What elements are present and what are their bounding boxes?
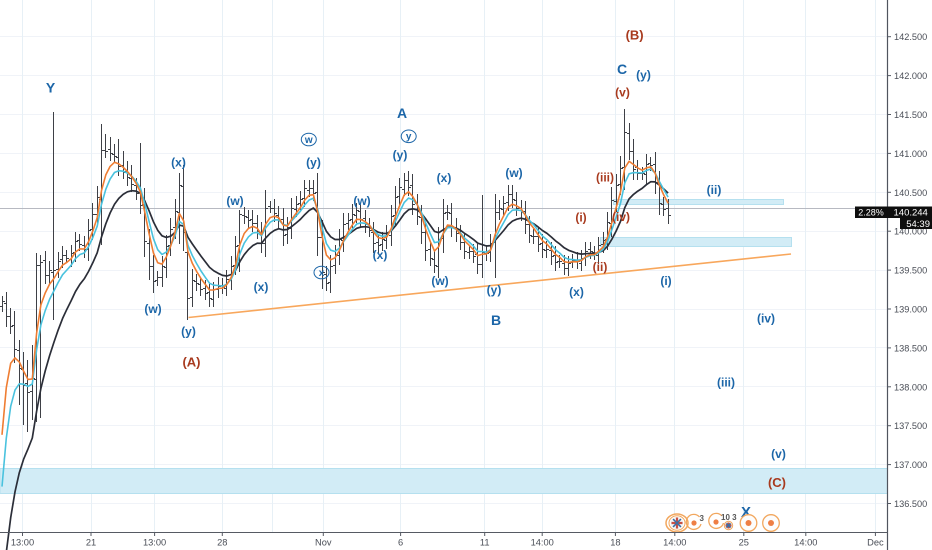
svg-text:13:00: 13:00: [143, 538, 166, 548]
svg-text:(B): (B): [626, 27, 644, 42]
svg-text:140.244: 140.244: [894, 208, 928, 219]
svg-text:C: C: [617, 61, 627, 77]
svg-text:21: 21: [86, 538, 96, 548]
svg-text:3: 3: [700, 514, 705, 523]
svg-text:Y: Y: [46, 80, 56, 96]
svg-text:14:00: 14:00: [531, 538, 554, 548]
svg-text:(x): (x): [254, 280, 269, 294]
svg-text:Dec: Dec: [867, 538, 884, 548]
svg-text:142.500: 142.500: [894, 32, 927, 42]
svg-text:(i): (i): [575, 211, 586, 225]
svg-text:138.500: 138.500: [894, 343, 927, 353]
svg-text:(y): (y): [181, 325, 196, 339]
svg-text:(x): (x): [171, 156, 186, 170]
svg-text:(iii): (iii): [717, 376, 735, 390]
svg-text:2.28%: 2.28%: [858, 207, 884, 217]
svg-text:(v): (v): [771, 447, 786, 461]
svg-text:(y): (y): [487, 283, 502, 297]
svg-text:(v): (v): [615, 86, 630, 100]
svg-text:X: X: [741, 504, 751, 521]
svg-text:(ii): (ii): [593, 260, 608, 274]
svg-text:B: B: [491, 312, 501, 328]
svg-text:(iv): (iv): [612, 210, 630, 224]
svg-text:11: 11: [480, 538, 490, 548]
svg-text:136.500: 136.500: [894, 499, 927, 509]
svg-text:Nov: Nov: [315, 538, 332, 548]
svg-text:(iv): (iv): [757, 312, 775, 326]
svg-text:139.000: 139.000: [894, 305, 927, 315]
svg-text:(x): (x): [373, 248, 388, 262]
svg-text:y: y: [406, 132, 412, 143]
svg-text:x: x: [319, 268, 325, 279]
svg-text:w: w: [304, 135, 313, 146]
svg-text:A: A: [397, 105, 407, 121]
svg-text:(w): (w): [505, 166, 522, 180]
svg-text:141.500: 141.500: [894, 110, 927, 120]
svg-text:(iii): (iii): [596, 171, 614, 185]
svg-text:25: 25: [739, 538, 749, 548]
svg-text:140.500: 140.500: [894, 188, 927, 198]
svg-text:141.000: 141.000: [894, 149, 927, 159]
svg-text:(A): (A): [182, 355, 200, 370]
svg-text:(w): (w): [353, 194, 370, 208]
svg-text:(w): (w): [226, 194, 243, 208]
svg-text:(w): (w): [431, 274, 448, 288]
svg-text:(w): (w): [144, 302, 161, 316]
svg-text:13:00: 13:00: [11, 538, 34, 548]
svg-text:137.500: 137.500: [894, 421, 927, 431]
svg-text:28: 28: [217, 538, 227, 548]
svg-text:6: 6: [398, 538, 403, 548]
svg-text:(y): (y): [306, 156, 321, 170]
svg-text:(x): (x): [569, 285, 584, 299]
svg-text:14:00: 14:00: [663, 538, 686, 548]
svg-text:10 3: 10 3: [721, 513, 737, 522]
svg-text:137.000: 137.000: [894, 460, 927, 470]
svg-text:54:39: 54:39: [906, 219, 930, 230]
svg-text:138.000: 138.000: [894, 382, 927, 392]
svg-text:(ii): (ii): [707, 183, 722, 197]
svg-text:14:00: 14:00: [794, 538, 817, 548]
svg-text:(y): (y): [636, 68, 651, 82]
svg-text:140.000: 140.000: [894, 227, 927, 237]
svg-text:(C): (C): [768, 475, 786, 490]
svg-text:(y): (y): [393, 148, 408, 162]
svg-text:18: 18: [610, 538, 620, 548]
svg-text:142.000: 142.000: [894, 71, 927, 81]
svg-text:(i): (i): [660, 274, 671, 288]
svg-text:(x): (x): [437, 171, 452, 185]
svg-text:139.500: 139.500: [894, 266, 927, 276]
